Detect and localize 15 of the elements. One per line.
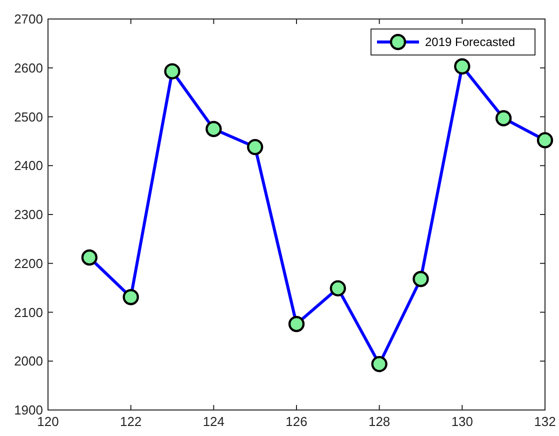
y-tick-label: 2500: [14, 109, 43, 124]
legend-label: 2019 Forecasted: [425, 35, 516, 49]
x-tick-label: 128: [368, 414, 390, 429]
y-tick-label: 2600: [14, 60, 43, 76]
y-tick-label: 2100: [14, 304, 43, 320]
x-tick-label: 132: [534, 414, 556, 429]
x-tick-label: 122: [120, 414, 142, 429]
y-tick-label: 2200: [14, 256, 43, 271]
y-tick-label: 2000: [14, 354, 43, 369]
y-tick-label: 2700: [14, 12, 43, 26]
y-tick-label: 2300: [14, 207, 43, 222]
y-tick-label: 2400: [14, 158, 43, 174]
x-tick-label: 126: [286, 414, 308, 429]
x-tick-label: 124: [202, 414, 225, 429]
x-tick-label: 130: [451, 414, 474, 429]
